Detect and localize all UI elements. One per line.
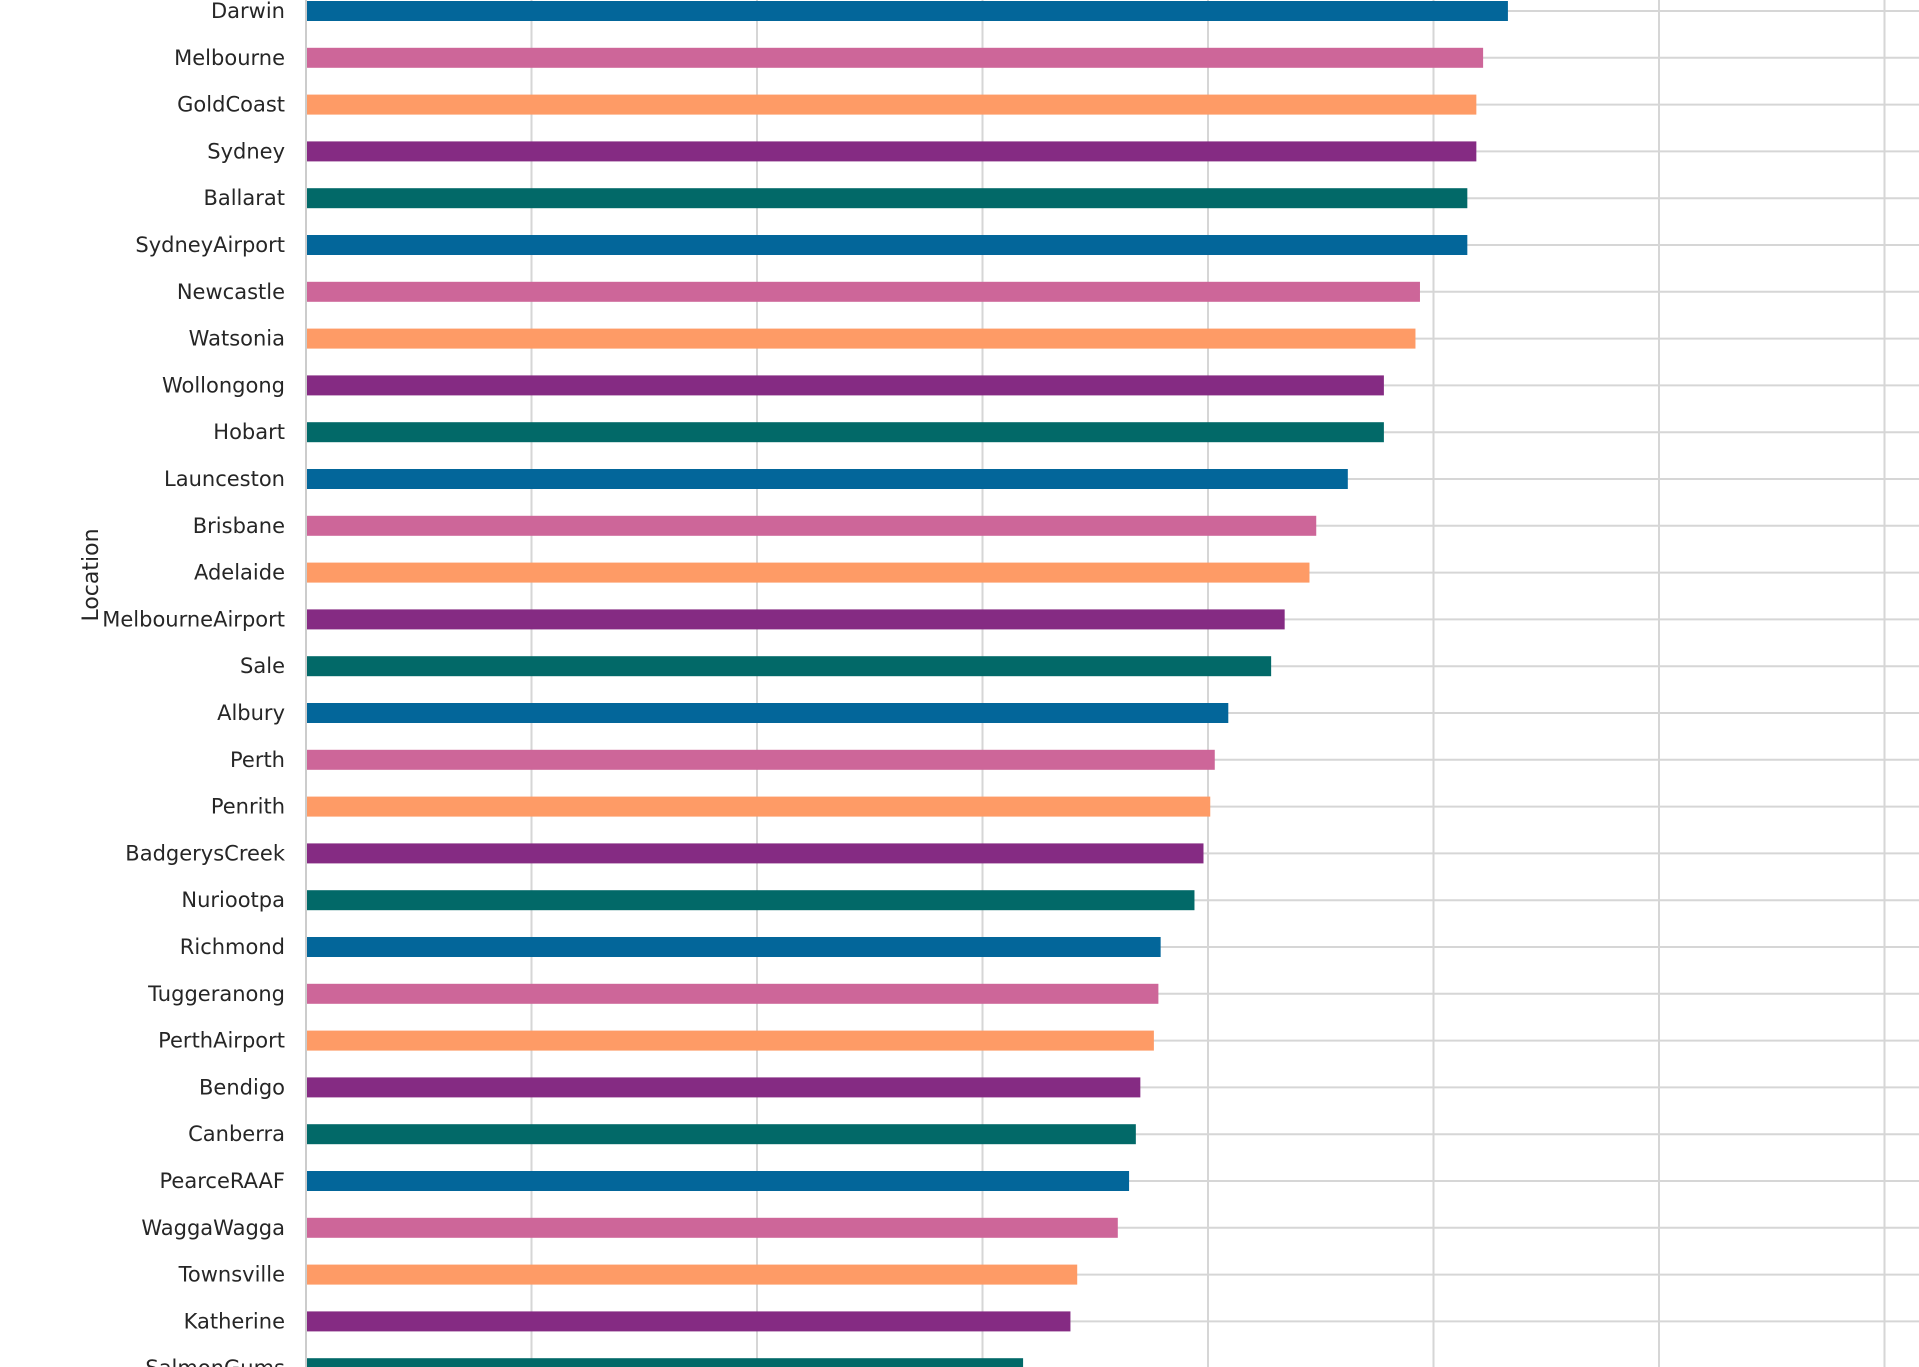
- category-label: Nuriootpa: [181, 888, 285, 912]
- bar-SalmonGums: [306, 1358, 1024, 1367]
- category-label: Bendigo: [199, 1075, 285, 1099]
- category-label: Richmond: [180, 935, 285, 959]
- bar-MelbourneAirport: [306, 609, 1285, 630]
- category-label: Watsonia: [189, 327, 285, 351]
- category-label: Albury: [217, 701, 285, 725]
- category-label: Wollongong: [162, 373, 285, 397]
- bars: [306, 1, 1508, 1367]
- bar-Sale: [306, 656, 1272, 677]
- bar-Melbourne: [306, 47, 1484, 68]
- category-label: Darwin: [211, 0, 285, 23]
- bar-Townsville: [306, 1264, 1078, 1285]
- bar-SydneyAirport: [306, 235, 1468, 255]
- category-label: Melbourne: [174, 46, 285, 70]
- bar-GoldCoast: [306, 94, 1477, 115]
- category-label: GoldCoast: [177, 93, 285, 117]
- category-label: BadgerysCreek: [125, 841, 286, 865]
- category-label: Adelaide: [194, 561, 285, 585]
- category-label: SalmonGums: [145, 1356, 285, 1367]
- category-label: Perth: [230, 748, 285, 772]
- category-label: Penrith: [211, 795, 285, 819]
- category-label: WaggaWagga: [141, 1216, 285, 1240]
- bar-Newcastle: [306, 281, 1420, 302]
- category-label: SydneyAirport: [135, 233, 285, 257]
- bar-Tuggeranong: [306, 983, 1159, 1004]
- category-label: Launceston: [164, 467, 285, 491]
- category-label: Townsville: [178, 1263, 285, 1287]
- bar-Brisbane: [306, 515, 1317, 536]
- bar-BadgerysCreek: [306, 843, 1204, 864]
- category-label: Canberra: [188, 1122, 285, 1146]
- bar-Richmond: [306, 937, 1161, 957]
- category-label: Brisbane: [193, 514, 285, 538]
- bar-Canberra: [306, 1124, 1136, 1145]
- bar-Sydney: [306, 141, 1477, 162]
- category-label: Newcastle: [177, 280, 285, 304]
- bar-Adelaide: [306, 562, 1310, 583]
- category-label: PerthAirport: [158, 1029, 285, 1053]
- bar-WaggaWagga: [306, 1217, 1118, 1238]
- category-label: Sydney: [207, 139, 285, 163]
- y-axis-title: Location: [79, 528, 104, 621]
- category-label: Ballarat: [203, 186, 285, 210]
- category-label: Tuggeranong: [147, 982, 285, 1006]
- bar-Ballarat: [306, 188, 1468, 209]
- category-label: Katherine: [184, 1309, 285, 1333]
- bar-Albury: [306, 703, 1229, 723]
- bar-Bendigo: [306, 1077, 1141, 1098]
- category-label: MelbourneAirport: [102, 607, 285, 631]
- category-labels: Darwin Melbourne GoldCoast Sydney Ballarat Sy…: [102, 0, 286, 1367]
- bar-Katherine: [306, 1311, 1071, 1332]
- bar-PearceRAAF: [306, 1171, 1130, 1191]
- category-label: Sale: [240, 654, 285, 678]
- bar-Nuriootpa: [306, 890, 1195, 911]
- bar-Penrith: [306, 796, 1211, 817]
- category-label: PearceRAAF: [160, 1169, 285, 1193]
- bar-PerthAirport: [306, 1030, 1154, 1051]
- bar-Watsonia: [306, 328, 1416, 349]
- bar-Hobart: [306, 422, 1384, 443]
- bar-Perth: [306, 749, 1215, 770]
- bar-Darwin: [306, 1, 1508, 21]
- category-label: Hobart: [213, 420, 285, 444]
- bar-Launceston: [306, 469, 1348, 489]
- bar-Wollongong: [306, 375, 1384, 396]
